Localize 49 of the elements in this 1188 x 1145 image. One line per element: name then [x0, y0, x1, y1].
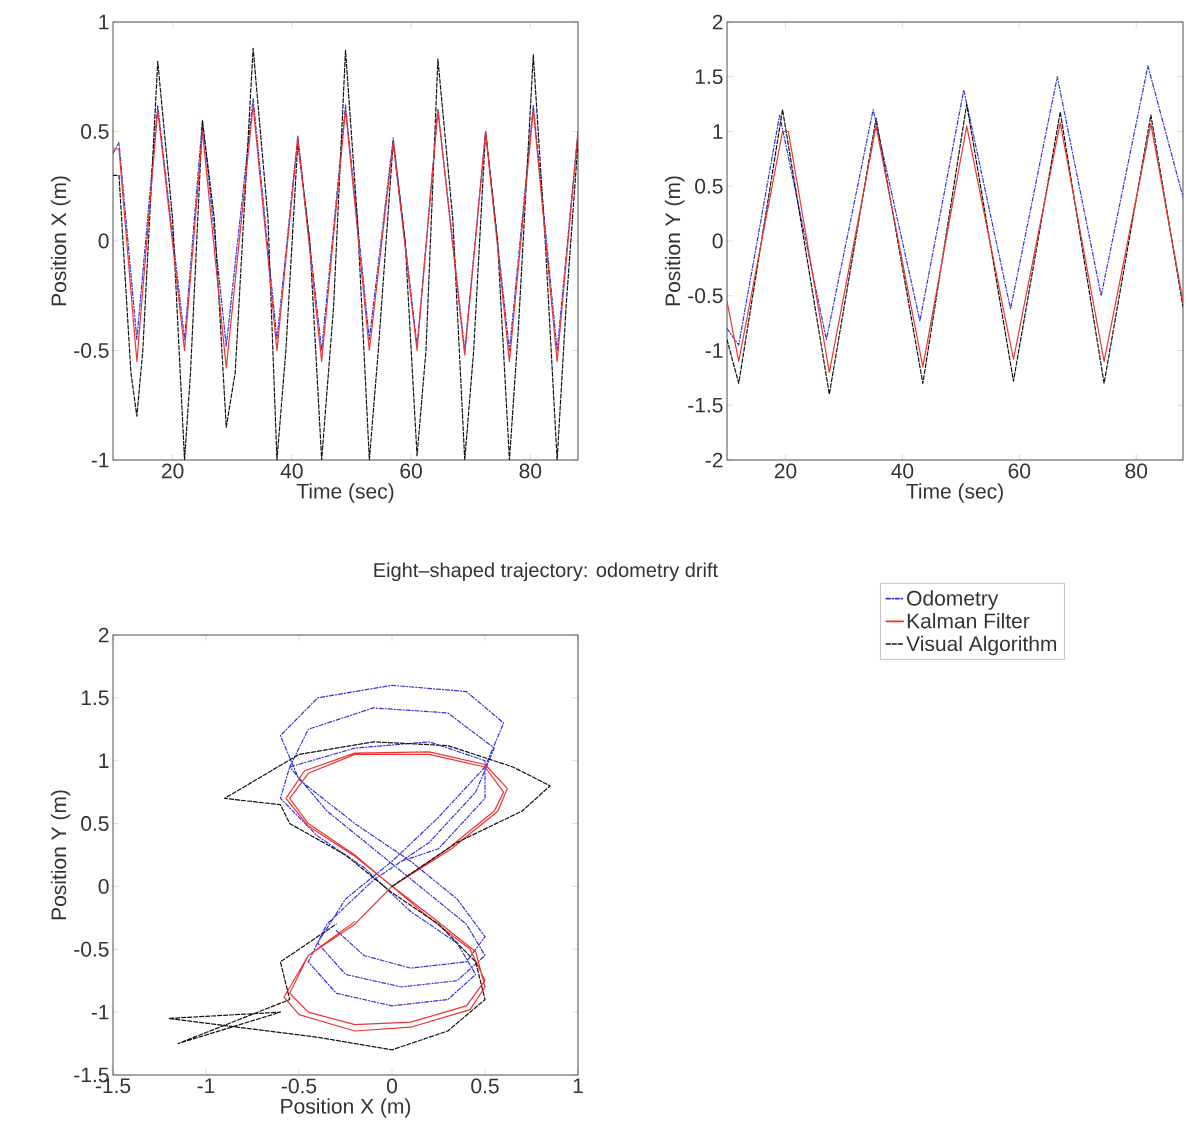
x-tick-label: -0.5	[281, 1078, 317, 1094]
x-tick-label: 80	[519, 463, 542, 479]
line-series	[727, 65, 1183, 346]
x-tick-label: 1	[573, 1078, 583, 1093]
legend-label: Odometry	[907, 590, 999, 610]
line-series	[168, 741, 551, 1051]
x-tick-label: 0	[386, 1078, 398, 1094]
x-tick-label: 20	[774, 463, 797, 479]
y-axis-title: Position Y (m)	[50, 790, 71, 920]
x-axis-title: Time (sec)	[296, 483, 394, 503]
x-axis-title: Time (sec)	[906, 483, 1003, 503]
y-tick-label: 1	[713, 124, 723, 139]
y-axis-title: Position Y (m)	[664, 176, 685, 306]
y-axis-title: Position X (m)	[50, 176, 71, 306]
y-tick-label: 0.5	[81, 816, 109, 831]
y-tick-label: -1	[91, 1004, 109, 1020]
y-tick-label: 0	[98, 878, 109, 894]
x-tick-label: 60	[1008, 463, 1031, 479]
y-tick-label: 1	[99, 14, 109, 30]
y-tick-label: 0	[98, 233, 109, 249]
x-tick-label: 60	[400, 463, 422, 479]
y-tick-label: 2	[98, 627, 109, 643]
legend-label: Visual Algorithm	[906, 635, 1057, 656]
y-tick-label: -1	[705, 343, 723, 358]
y-tick-label: 1.5	[81, 690, 109, 706]
x-tick-label: 80	[1125, 463, 1148, 479]
x-tick-label: -1	[197, 1078, 215, 1093]
x-tick-label: 20	[161, 463, 184, 479]
x-tick-label: 40	[280, 463, 303, 479]
y-tick-label: -1.5	[688, 397, 723, 413]
line-series	[279, 684, 505, 1007]
x-tick-label: 40	[891, 463, 914, 479]
x-tick-label: 0.5	[471, 1078, 499, 1094]
chart-title: Eight–shaped trajectory: odometry drift	[374, 562, 718, 582]
y-tick-label: 0.5	[695, 178, 723, 194]
y-tick-label: -2	[705, 452, 723, 468]
y-tick-label: 2	[712, 14, 723, 30]
y-tick-label: -0.5	[74, 343, 109, 358]
y-tick-label: -1	[91, 452, 109, 468]
y-tick-label: 1	[99, 753, 109, 768]
y-tick-label: -0.5	[74, 941, 109, 957]
y-tick-label: 0.5	[81, 124, 109, 139]
y-tick-label: 1.5	[695, 69, 723, 85]
legend-label: Kalman Filter	[907, 612, 1030, 629]
line-series	[113, 47, 578, 460]
y-tick-label: 0	[712, 233, 723, 249]
x-axis-title: Position X (m)	[281, 1098, 411, 1118]
y-tick-label: -0.5	[688, 288, 723, 304]
line-series	[283, 751, 508, 1032]
